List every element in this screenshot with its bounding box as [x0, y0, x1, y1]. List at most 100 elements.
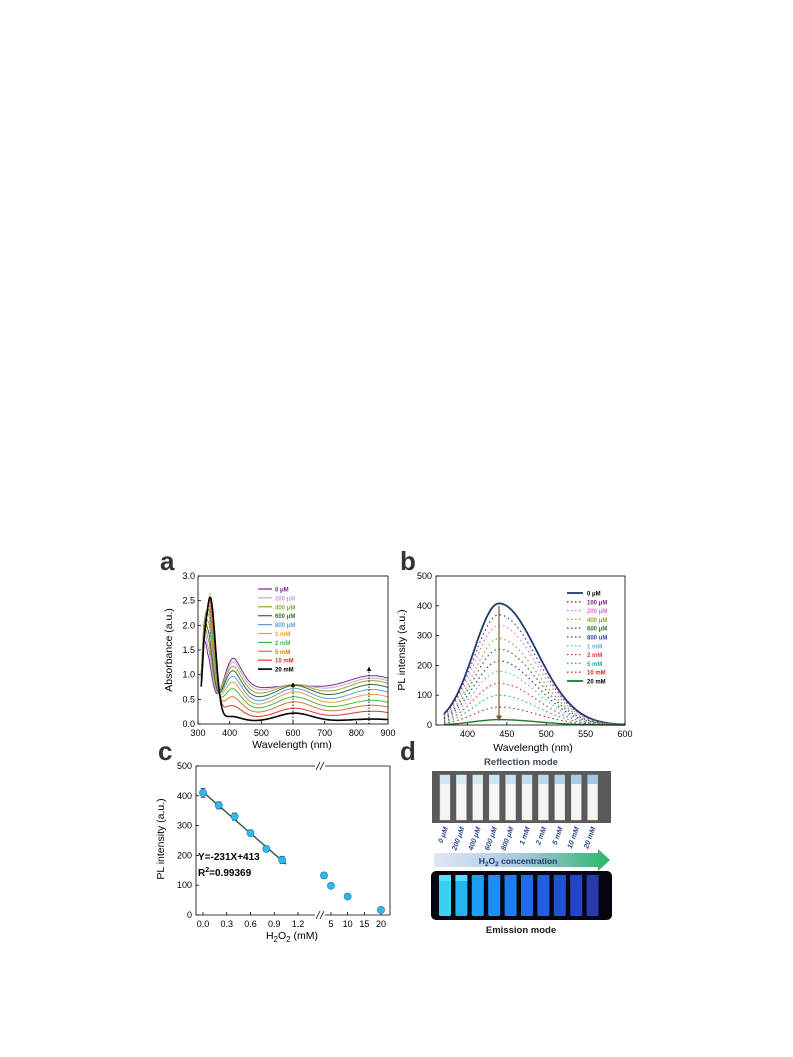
emission-tube — [586, 875, 599, 916]
reflection-tube-top — [587, 775, 598, 784]
axis-break-marker — [315, 761, 325, 920]
concentration-arrow: H2O2 concentration — [434, 849, 610, 871]
panel-b-series-line — [443, 706, 625, 726]
panel-a-ytick-label: 0.5 — [182, 694, 195, 704]
panel-a-series-line — [200, 595, 389, 722]
panel-b-ytick-label: 200 — [417, 660, 432, 670]
concentration-label: 5 mM — [550, 825, 565, 846]
reflection-tube-top — [538, 775, 549, 784]
concentration-label: 600 μM — [482, 825, 499, 852]
panel-c-xtick-label: 20 — [376, 919, 386, 929]
panel-a-series-line — [200, 608, 389, 709]
panel-a-series-line — [200, 604, 389, 713]
panel-c-xtick-label: 1.2 — [292, 919, 305, 929]
panel-a-legend-label: 400 μM — [275, 605, 295, 611]
panel-b-legend-label: 20 mM — [587, 680, 606, 686]
panel-b-series-line — [443, 602, 625, 726]
panel-b-xtick-label: 500 — [539, 729, 554, 739]
panel-b-ylabel: PL intensity (a.u.) — [396, 609, 408, 690]
panel-a-letter: a — [160, 546, 175, 576]
panel-a-legend-label: 800 μM — [275, 623, 295, 629]
panel-a-xtick-label: 500 — [254, 728, 269, 738]
panel-b-legend-label: 100 μM — [587, 600, 607, 606]
panel-b-ytick-label: 500 — [417, 571, 432, 581]
panel-a-ytick-label: 3.0 — [182, 571, 195, 581]
panel-c-xtick-label: 0.0 — [197, 919, 210, 929]
emission-tube-top — [488, 875, 501, 881]
concentration-label: 2 mM — [533, 825, 548, 847]
panel-b-ytick-label: 100 — [417, 690, 432, 700]
panel-c-ytick-label: 500 — [177, 761, 192, 771]
panel-b-legend-label: 5 mM — [587, 662, 602, 668]
panel-b-xtick-label: 600 — [617, 729, 632, 739]
panel-c-xtick-label: 0.9 — [268, 919, 281, 929]
panel-d-photos: d Reflection mode 0 μM 200 μM 400 μM 600 μM… — [400, 736, 612, 936]
reflection-tube-top — [505, 775, 516, 784]
emission-tube — [439, 875, 451, 916]
panel-b-legend-label: 800 uM — [587, 636, 607, 642]
reflection-tube-top — [571, 775, 582, 784]
panel-b-legend-label: 0 μM — [587, 592, 601, 598]
panel-a-chart: a Absorbance (a.u.) Wavelength (nm) 300 4… — [160, 546, 396, 751]
panel-a-legend-label: 10 mM — [275, 659, 294, 665]
panel-a-legend-label: 20 mM — [275, 668, 294, 674]
panel-b-series-line — [443, 670, 625, 726]
panel-c-xtick-label: 5 — [328, 919, 333, 929]
panel-b-series-line — [443, 648, 625, 726]
panel-c-data-point — [199, 788, 207, 797]
panel-b-xlabel: Wavelength (nm) — [493, 742, 573, 754]
concentration-label: 800 μM — [499, 825, 516, 852]
emission-tube-top — [586, 875, 599, 881]
panel-b-xtick-label: 450 — [499, 729, 514, 739]
panel-b-ytick-label: 0 — [427, 720, 432, 730]
reflection-tube-top — [554, 775, 565, 784]
emission-tube — [553, 875, 566, 916]
panel-c-data-point — [278, 855, 287, 864]
fit-equation: Y=-231X+413 — [198, 852, 260, 863]
emission-tube-top — [439, 875, 451, 881]
reflection-tube-top — [489, 775, 500, 784]
panel-c-data-point — [246, 829, 255, 837]
panel-a-series-line — [200, 618, 389, 702]
panel-a-series-line — [200, 612, 389, 705]
panel-a-xtick-label: 900 — [380, 728, 395, 738]
panel-b-ytick-label: 400 — [417, 601, 432, 611]
panel-b-chart: b PL intensity (a.u.) Wavelength (nm) 40… — [396, 546, 633, 754]
panel-c-ytick-label: 200 — [177, 850, 192, 860]
panel-b-legend-label: 400 μM — [587, 618, 607, 624]
panel-a-legend-label: 1 mM — [275, 632, 290, 638]
panel-c-data-point — [343, 892, 352, 901]
fit-r-squared: R2=0.99369 — [198, 867, 252, 879]
panel-b-xtick-label: 400 — [460, 729, 475, 739]
concentration-arrow-label: H2O2 concentration — [479, 856, 558, 868]
panel-a-series-line — [200, 622, 389, 698]
emission-tube — [570, 875, 583, 916]
concentration-label: 1 mM — [517, 825, 532, 846]
panel-d-letter: d — [400, 736, 416, 766]
panel-b-letter: b — [400, 546, 416, 576]
concentration-label: 200 μM — [449, 825, 466, 853]
panel-c-xtick-label: 15 — [359, 919, 369, 929]
emission-tube — [455, 875, 468, 916]
panel-c-data-point — [262, 844, 271, 853]
panel-a-xlabel: Wavelength (nm) — [252, 739, 332, 751]
reflection-title: Reflection mode — [484, 757, 558, 768]
panel-a-ytick-label: 1.5 — [182, 645, 195, 655]
panel-a-xtick-label: 300 — [190, 728, 205, 738]
emission-tube-top — [521, 875, 533, 881]
panel-c-data-point — [320, 871, 328, 880]
panel-c-data-point — [327, 881, 335, 890]
panel-c-xtick-label: 10 — [343, 919, 353, 929]
emission-tube — [521, 875, 533, 916]
emission-tube — [504, 875, 517, 916]
panel-b-series-line — [443, 614, 626, 726]
panel-c-xlabel: H2O2 (mM) — [266, 930, 318, 944]
emission-tube-top — [570, 875, 583, 881]
panel-a-legend-label: 200 μM — [275, 596, 295, 602]
panel-c-ylabel: PL intensity (a.u.) — [155, 798, 167, 879]
panel-a-ylabel: Absorbance (a.u.) — [163, 608, 175, 691]
panel-b-legend-label: 1 mM — [587, 644, 602, 650]
emission-tube-top — [504, 875, 517, 881]
emission-tube-top — [553, 875, 566, 881]
emission-tube-top — [471, 875, 484, 881]
